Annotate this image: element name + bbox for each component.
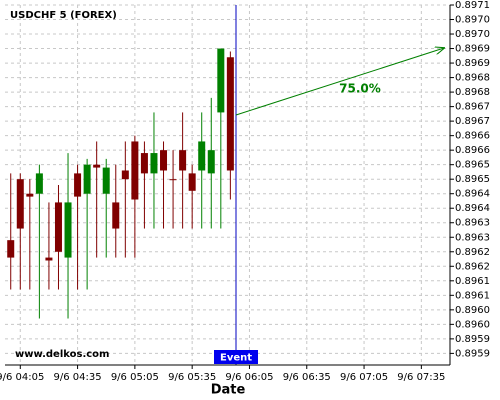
x-tick-label: 9/6 04:35: [54, 372, 102, 383]
candle-body: [54, 202, 62, 252]
y-tick-label: 0.8961: [455, 290, 490, 301]
y-tick-label: 0.8959: [455, 334, 490, 345]
x-tick-label: 9/6 06:35: [283, 372, 331, 383]
y-tick-label: 0.8969: [455, 58, 490, 69]
candle-body: [140, 153, 148, 174]
candle-body: [217, 48, 225, 113]
y-tick-label: 0.8965: [455, 174, 490, 185]
y-tick-label: 0.8963: [455, 218, 490, 229]
y-tick-label: 0.8970: [455, 15, 490, 26]
candle-body: [150, 153, 158, 174]
y-tick-label: 0.8967: [455, 116, 490, 127]
y-tick-label: 0.8962: [455, 247, 490, 258]
annotation: 75.0%: [339, 82, 381, 96]
x-tick-label: 9/6 07:05: [340, 372, 388, 383]
candle-body: [198, 141, 206, 171]
candle-body: [207, 150, 215, 174]
candle-body: [131, 141, 139, 200]
x-tick-label: 9/6 07:35: [397, 372, 445, 383]
candle-body: [26, 193, 34, 197]
chart-title: USDCHF 5 (FOREX): [10, 10, 117, 21]
candle-body: [83, 164, 91, 194]
candle-body: [160, 150, 168, 171]
candle-body: [169, 179, 177, 181]
candle-body: [112, 202, 120, 229]
candle-body: [45, 257, 53, 261]
candle-body: [7, 240, 15, 258]
y-tick-label: 0.8966: [455, 145, 490, 156]
candle-body: [35, 173, 43, 194]
y-tick-label: 0.8969: [455, 44, 490, 55]
x-tick-label: 9/6 05:05: [111, 372, 159, 383]
y-tick-label: 0.8960: [455, 319, 490, 330]
y-tick-label: 0.8966: [455, 131, 490, 142]
forecast-arrow: [235, 48, 444, 116]
y-tick-label: 0.8968: [455, 73, 490, 84]
candle-body: [121, 170, 129, 180]
candle-body: [226, 57, 234, 171]
candle-body: [64, 202, 72, 258]
x-tick-label: 9/6 04:05: [0, 372, 44, 383]
candle-body: [102, 167, 110, 194]
x-tick-label: 9/6 06:05: [225, 372, 273, 383]
y-tick-label: 0.8967: [455, 102, 490, 113]
y-tick-label: 0.8960: [455, 305, 490, 316]
y-tick-label: 0.8968: [455, 87, 490, 98]
event-box: [214, 350, 258, 364]
event-label: Event: [220, 353, 252, 364]
x-tick-label: 9/6 05:35: [168, 372, 216, 383]
x-axis-title: Date: [211, 383, 246, 398]
y-tick-label: 0.8961: [455, 276, 490, 287]
candle-body: [16, 179, 24, 229]
y-tick-label: 0.8964: [455, 203, 490, 214]
y-tick-label: 0.8965: [455, 160, 490, 171]
y-tick-label: 0.8970: [455, 29, 490, 40]
y-tick-label: 0.8971: [455, 0, 490, 11]
candle-body: [93, 164, 101, 168]
y-tick-label: 0.8964: [455, 189, 490, 200]
y-tick-label: 0.8959: [455, 348, 490, 359]
candle-body: [179, 150, 187, 171]
y-tick-label: 0.8963: [455, 232, 490, 243]
watermark: www.delkos.com: [15, 349, 109, 360]
y-tick-label: 0.8962: [455, 261, 490, 272]
candle-body: [74, 173, 82, 197]
candle-body: [188, 173, 196, 191]
